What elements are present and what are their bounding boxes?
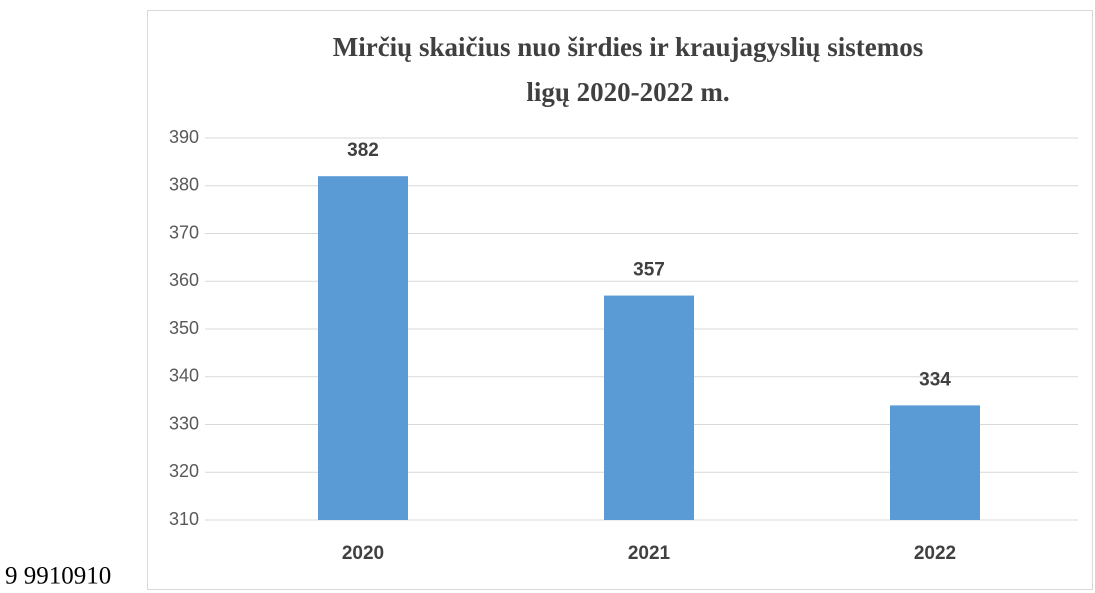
x-tick-label: 2021 <box>628 543 671 564</box>
y-tick-label: 370 <box>169 222 199 242</box>
bar <box>890 405 980 520</box>
y-tick-label: 380 <box>169 175 199 195</box>
chart-title: ligų 2020-2022 m. <box>526 77 729 107</box>
y-tick-label: 390 <box>169 127 199 147</box>
y-tick-label: 330 <box>169 413 199 433</box>
value-label: 334 <box>919 369 951 390</box>
bar <box>604 295 694 520</box>
value-label: 382 <box>347 140 379 161</box>
x-tick-label: 2022 <box>914 543 956 564</box>
y-tick-label: 360 <box>169 270 199 290</box>
side-text: 9 9910910 <box>5 563 111 590</box>
y-tick-label: 310 <box>169 509 199 529</box>
y-tick-label: 340 <box>169 366 199 386</box>
x-tick-label: 2020 <box>342 543 384 564</box>
y-tick-label: 350 <box>169 318 199 338</box>
bar <box>318 176 408 520</box>
y-tick-label: 320 <box>169 461 199 481</box>
value-label: 357 <box>633 260 665 281</box>
chart-title: Mirčių skaičius nuo širdies ir kraujagys… <box>333 32 924 62</box>
